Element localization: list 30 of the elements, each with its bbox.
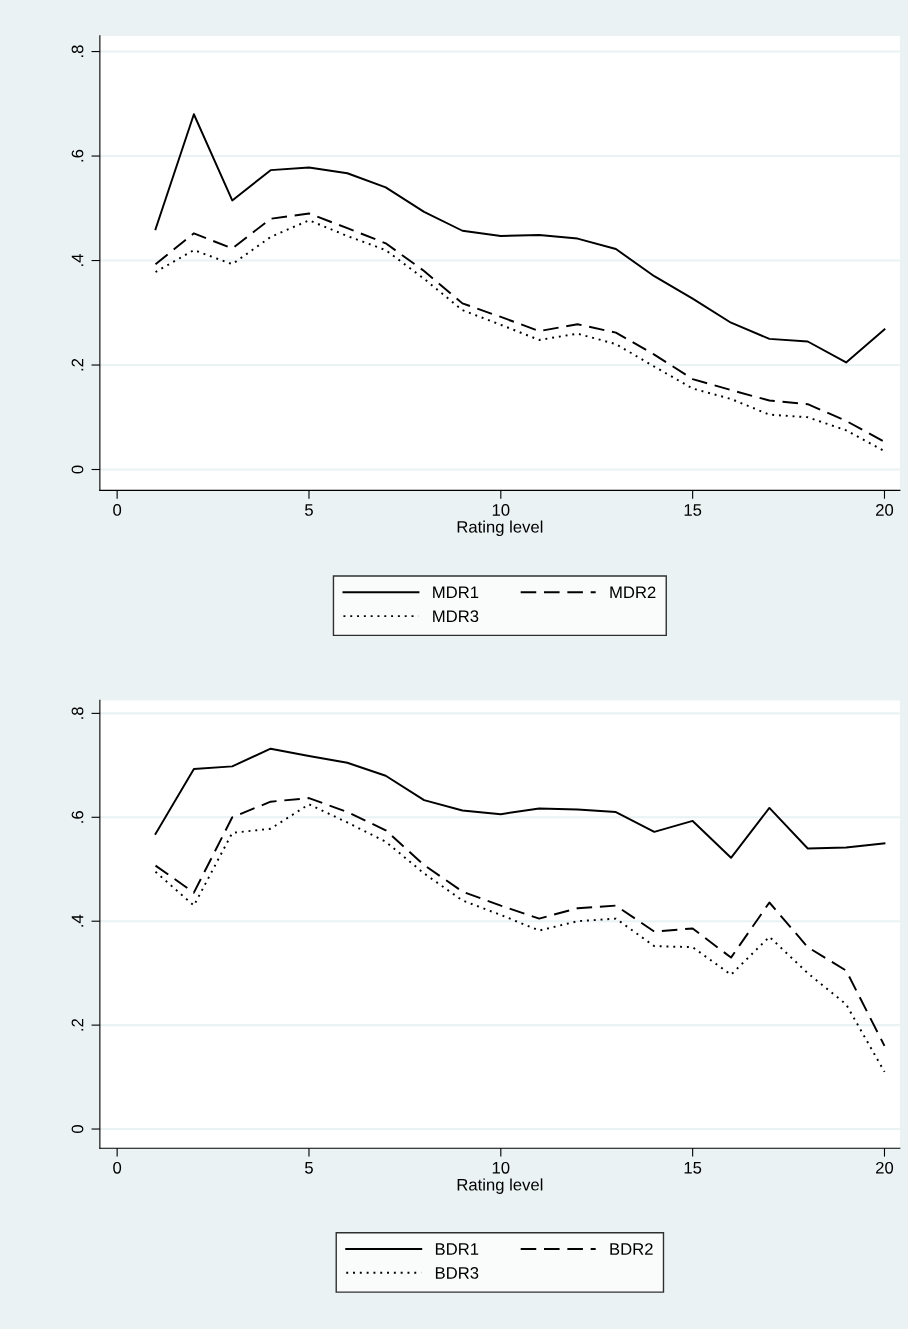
y-tick-label: .6 [71,149,84,162]
x-tick-label: 0 [113,504,122,516]
line-series [154,113,886,364]
x-tick-label: 15 [684,504,702,516]
x-tick-label: 0 [113,1161,122,1174]
x-tick-label: 20 [876,504,894,516]
y-tick-label: .6 [71,811,84,823]
y-tick-label: 0 [71,1125,84,1134]
y-tick-label: .8 [71,707,84,719]
x-tick-label: 10 [492,1161,510,1174]
x-tick-label: 5 [305,1162,313,1174]
x-tick-label: 20 [876,1161,894,1174]
legend-label: BDR3 [435,1267,479,1279]
y-tick-label: .4 [71,254,84,266]
legend-label: BDR1 [435,1243,479,1255]
legend-label: MDR3 [433,610,479,623]
x-tick-label: 5 [305,504,313,516]
y-tick-label: .2 [71,1019,84,1031]
y-tick-label: .4 [71,914,84,927]
y-tick-label: .2 [71,358,84,371]
legend-label: BDR2 [610,1243,653,1255]
y-tick-label: 0 [71,465,84,474]
legend-label: MDR2 [610,586,656,599]
x-tick-label: 15 [684,1162,702,1174]
x-axis-title: Rating level [457,520,543,537]
legend-label: MDR1 [433,586,479,599]
y-tick-label: .8 [71,45,84,57]
x-axis-title: Rating level [457,1178,543,1194]
line-series [154,747,886,859]
x-tick-label: 10 [492,504,510,516]
